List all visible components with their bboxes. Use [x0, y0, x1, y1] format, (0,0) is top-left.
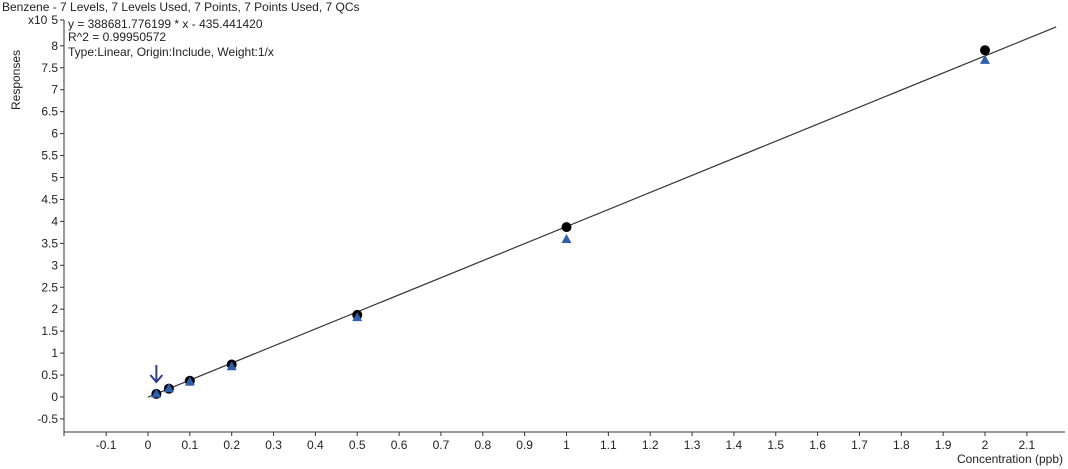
y-tick-label: 3 — [51, 258, 58, 272]
y-tick-label: 4 — [51, 214, 58, 228]
x-tick-label: 0.5 — [349, 438, 366, 452]
x-tick-label: 1.2 — [642, 438, 659, 452]
y-tick-label: 6.5 — [41, 105, 58, 119]
y-tick-label: 2.5 — [41, 280, 58, 294]
qc-point — [163, 383, 174, 393]
x-tick-label: 1.4 — [726, 438, 743, 452]
y-tick-label: 4.5 — [41, 192, 58, 206]
y-tick-label: 0.5 — [41, 368, 58, 382]
equation-label: y = 388681.776199 * x - 435.441420 — [68, 17, 263, 31]
y-tick-label: 7.5 — [41, 61, 58, 75]
x-tick-label: 1.3 — [684, 438, 701, 452]
qc-point — [980, 54, 990, 64]
x-tick-label: 0.6 — [391, 438, 408, 452]
calibration-point — [561, 222, 572, 233]
x-tick-label: 1.5 — [767, 438, 784, 452]
y-tick-label: 1 — [51, 346, 58, 360]
x-tick-label: 1.8 — [893, 438, 910, 452]
y-tick-label: 0 — [51, 390, 58, 404]
qc-point — [352, 312, 363, 322]
x-tick-label: 0.9 — [516, 438, 533, 452]
x-tick-label: 2.1 — [1019, 438, 1036, 452]
x-tick-label: 1.9 — [935, 438, 952, 452]
x-tick-label: 0.2 — [223, 438, 240, 452]
r-squared-label: R^2 = 0.99950572 — [68, 30, 166, 44]
x-tick-label: 1.7 — [851, 438, 868, 452]
x-tick-label: -0.1 — [96, 438, 117, 452]
x-tick-label: 0.1 — [182, 438, 199, 452]
y-tick-label: 8 — [51, 39, 58, 53]
y-tick-label: 2 — [51, 302, 58, 316]
y-tick-label: 3.5 — [41, 236, 58, 250]
calibration-point — [980, 45, 990, 56]
x-axis-label: Concentration (ppb) — [957, 452, 1063, 466]
x-tick-label: 1.6 — [809, 438, 826, 452]
y-multiplier-label: x10 — [28, 13, 48, 27]
y-tick-label: 5.5 — [41, 149, 58, 163]
qc-point — [561, 233, 572, 243]
qc-point — [184, 376, 195, 386]
x-tick-label: 0.7 — [433, 438, 450, 452]
fit-line — [147, 26, 1057, 398]
arrow-down-icon — [149, 365, 164, 384]
y-tick-label: 5 — [51, 171, 58, 185]
y-tick-label: 1.5 — [41, 324, 58, 338]
chart-title: Benzene - 7 Levels, 7 Levels Used, 7 Poi… — [2, 0, 360, 14]
y-tick-label: -0.5 — [37, 412, 58, 426]
x-tick-label: 0 — [145, 438, 152, 452]
x-tick-label: 0.8 — [474, 438, 491, 452]
y-tick-label: 6 — [51, 127, 58, 141]
fit-info-label: Type:Linear, Origin:Include, Weight:1/x — [68, 45, 274, 59]
qc-point — [151, 388, 162, 398]
x-tick-label: 1.1 — [600, 438, 617, 452]
y-tick-label: 7 — [51, 83, 58, 97]
x-tick-label: 0.3 — [265, 438, 282, 452]
x-tick-label: 1 — [563, 438, 570, 452]
y-axis-label: Responses — [9, 50, 23, 110]
y-exponent-label: 5 — [51, 13, 58, 27]
x-tick-label: 2 — [982, 438, 989, 452]
x-tick-label: 0.4 — [307, 438, 324, 452]
qc-point — [226, 361, 237, 371]
